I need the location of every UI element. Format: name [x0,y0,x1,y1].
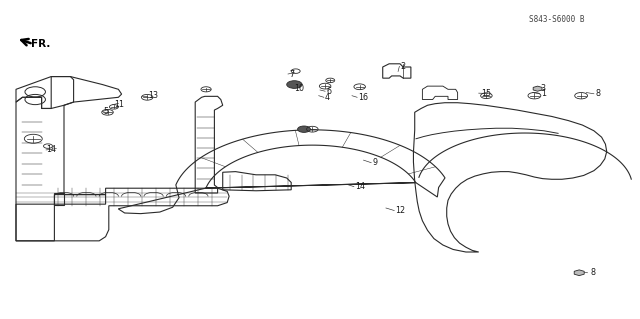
Polygon shape [533,86,542,91]
Text: FR.: FR. [31,39,50,49]
Text: 11: 11 [114,100,124,109]
Circle shape [287,81,302,88]
Text: 5: 5 [104,107,109,116]
Text: 15: 15 [481,89,492,98]
Text: 7: 7 [289,70,294,78]
Text: 3: 3 [541,84,546,93]
Text: 1: 1 [541,89,546,98]
Text: 12: 12 [396,206,406,215]
Text: 14: 14 [355,182,365,191]
Text: 14: 14 [46,145,56,154]
Text: 8: 8 [591,268,596,277]
Text: 10: 10 [294,84,305,93]
Text: 4: 4 [325,93,330,102]
Text: 2: 2 [400,62,405,71]
Text: 13: 13 [148,91,159,100]
Text: 9: 9 [372,158,378,167]
Text: 6: 6 [326,87,332,96]
Polygon shape [574,270,584,276]
Text: 8: 8 [595,89,600,98]
Circle shape [298,126,310,132]
Text: 16: 16 [358,93,369,102]
Text: S843-S6000 B: S843-S6000 B [529,15,584,24]
